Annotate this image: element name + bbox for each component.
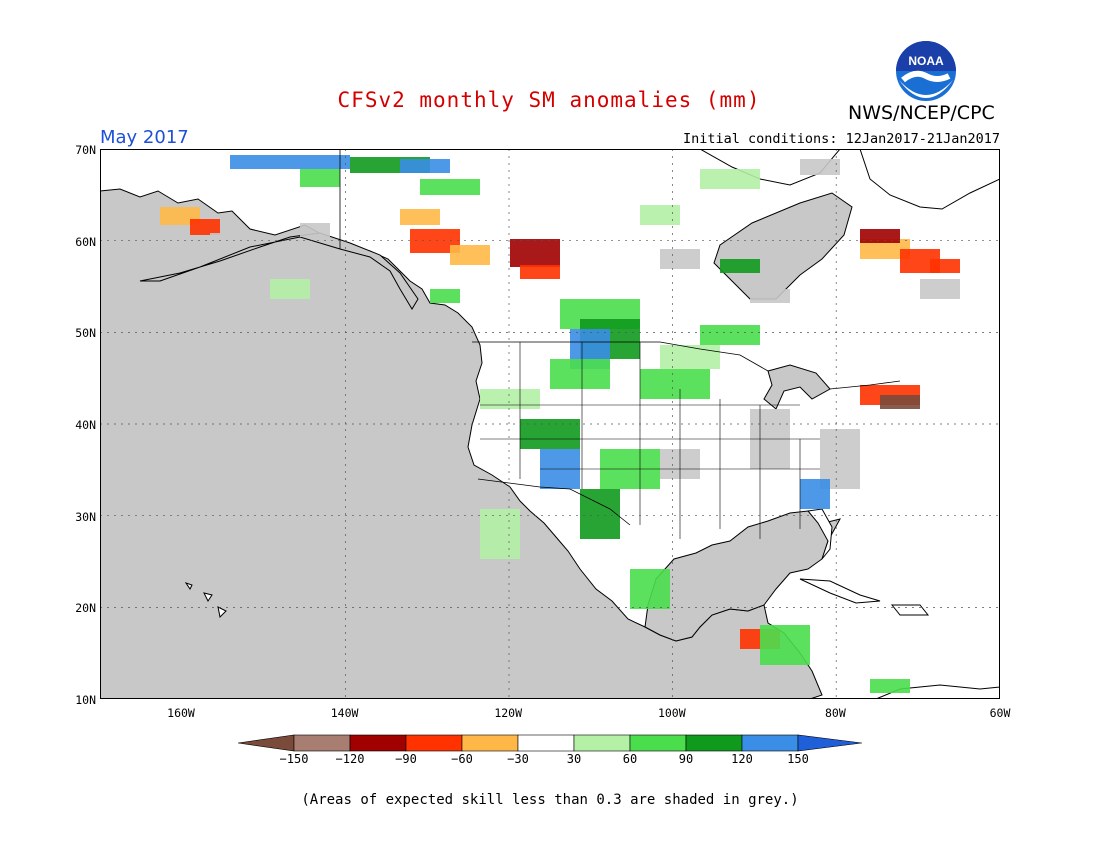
anomaly-cell	[750, 289, 790, 303]
anomaly-cell	[580, 489, 620, 539]
colorbar-swatch	[741, 734, 799, 752]
noaa-logo: NOAA	[896, 41, 956, 101]
lat-label: 20N	[75, 601, 96, 616]
anomaly-cell	[800, 479, 830, 509]
colorbar-tick-label: 120	[731, 752, 753, 766]
colorbar-low-arrow	[238, 734, 295, 752]
colorbar-tick-label: 30	[566, 752, 582, 766]
lat-label: 30N	[75, 509, 96, 524]
lat-label: 60N	[75, 234, 96, 249]
colorbar-swatch	[629, 734, 687, 752]
colorbar-tick-label: 60	[622, 752, 638, 766]
colorbar-swatch	[685, 734, 743, 752]
anomaly-cell	[230, 155, 350, 169]
colorbar-swatch	[461, 734, 519, 752]
anomaly-cell	[300, 223, 330, 237]
anomaly-cell	[270, 279, 310, 299]
cuba	[799, 578, 881, 604]
anomaly-cell	[700, 169, 760, 189]
lon-label: 60W	[989, 706, 1011, 720]
us-canada-border	[472, 341, 901, 390]
agency-label: NWS/NCEP/CPC	[848, 102, 995, 124]
anomaly-cell	[720, 259, 760, 273]
anomaly-cell	[520, 419, 580, 449]
arctic-islands	[698, 149, 841, 186]
colorbar-swatch	[405, 734, 463, 752]
anomaly-cell	[630, 569, 670, 609]
colorbar-swatch	[517, 734, 575, 752]
anomaly-cell	[480, 389, 540, 409]
anomaly-cell	[480, 509, 520, 559]
anomaly-cell	[400, 209, 440, 225]
anomaly-cell	[860, 229, 900, 243]
skill-note: (Areas of expected skill less than 0.3 a…	[301, 792, 799, 808]
anomaly-cell	[660, 249, 700, 269]
colorbar-swatch	[573, 734, 631, 752]
initial-conditions: Initial conditions: 12Jan2017-21Jan2017	[683, 131, 1000, 147]
lon-label: 100W	[657, 706, 686, 720]
colorbar-tick-label: −30	[507, 752, 529, 766]
colorbar-swatch	[293, 734, 351, 752]
state-lines	[480, 342, 820, 539]
anomaly-cell	[420, 179, 480, 195]
anomaly-map	[100, 149, 1000, 699]
colorbar-tick-label: −150	[279, 752, 309, 766]
valid-month: May 2017	[100, 127, 189, 148]
anomaly-cell	[640, 205, 680, 225]
lat-label: 40N	[75, 418, 96, 432]
lat-label: 70N	[75, 143, 96, 157]
anomaly-cell	[300, 169, 340, 187]
lon-label: 160W	[167, 706, 195, 720]
anomaly-cell	[930, 259, 960, 273]
anomaly-cell	[660, 345, 720, 369]
colorbar-swatch	[349, 734, 407, 752]
anomaly-cell	[920, 279, 960, 299]
colorbar-tick-label: −90	[395, 752, 417, 766]
anomaly-cell	[400, 159, 450, 173]
colorbar-tick-label: −120	[335, 752, 365, 766]
anomaly-cell	[800, 159, 840, 175]
anomaly-cell	[860, 239, 910, 259]
lat-label: 10N	[75, 693, 96, 708]
anomaly-cells	[160, 155, 960, 693]
hawaii	[184, 582, 227, 619]
great-lakes	[763, 364, 831, 410]
chart-title-text: CFSv2 monthly SM anomalies (mm)	[337, 88, 761, 112]
colorbar-tick-label: 90	[678, 752, 694, 766]
greenland	[859, 149, 1000, 210]
anomaly-cell	[510, 239, 560, 267]
colorbar-high-arrow	[797, 734, 862, 752]
lon-label: 80W	[825, 706, 846, 720]
anomaly-cell	[210, 233, 240, 245]
chart-title: CFSv2 monthly SM anomalies (mm)	[0, 88, 1100, 112]
colorbar-tick-label: −60	[451, 752, 473, 766]
anomaly-cell	[640, 369, 710, 399]
lon-label: 120W	[494, 706, 523, 720]
anomaly-cell	[760, 625, 810, 665]
florida	[807, 508, 833, 560]
anomaly-cell	[520, 265, 560, 279]
gulf-of-alaska	[139, 232, 419, 310]
noaa-logo-text: NOAA	[908, 54, 944, 68]
anomaly-cell	[430, 289, 460, 303]
colorbar	[238, 734, 862, 752]
grid-lines	[100, 149, 1000, 699]
lon-label: 140W	[330, 706, 359, 720]
anomaly-cell	[880, 395, 920, 409]
colorbar-tick-label: 150	[787, 752, 809, 766]
anomaly-cell	[450, 245, 490, 265]
anomaly-cell	[870, 679, 910, 693]
lat-label: 50N	[75, 326, 96, 341]
us-mexico-border	[477, 478, 631, 526]
anomaly-cell	[190, 219, 220, 235]
borders	[339, 149, 901, 526]
anomaly-cell	[550, 359, 610, 389]
anomaly-cell	[700, 325, 760, 345]
